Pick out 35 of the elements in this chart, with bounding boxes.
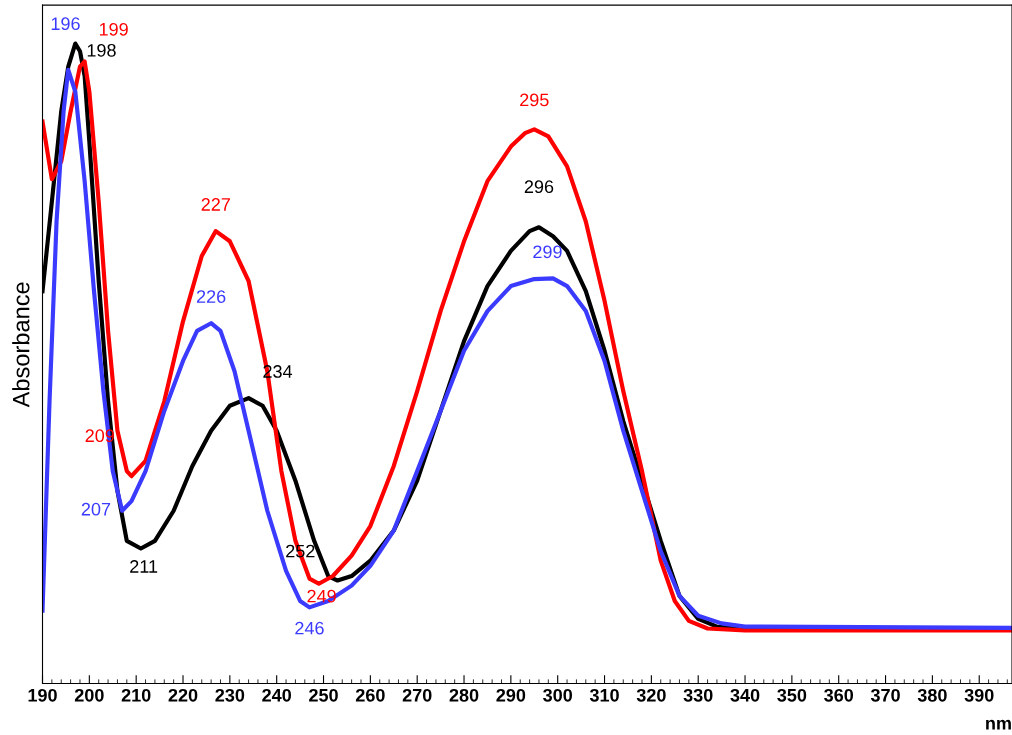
x-tick-label: 230 xyxy=(215,688,245,702)
annotation: 226 xyxy=(196,290,226,303)
x-tick-label: 340 xyxy=(730,688,760,702)
annotation: 199 xyxy=(99,22,128,36)
x-tick-label: 250 xyxy=(309,688,338,702)
annotation: 211 xyxy=(130,560,158,573)
x-tick-label: 270 xyxy=(402,688,432,702)
x-tick-label: 360 xyxy=(824,688,854,702)
x-tick-label: 320 xyxy=(636,688,666,702)
x-axis-title: nm xyxy=(986,719,1011,730)
annotation: 246 xyxy=(295,621,324,635)
x-tick-label: 220 xyxy=(168,688,198,702)
x-tick-label: 330 xyxy=(683,688,713,702)
x-tick-label: 280 xyxy=(449,688,479,702)
annotation: 198 xyxy=(87,43,116,57)
annotation: 295 xyxy=(520,93,549,107)
x-tick-label: 310 xyxy=(589,688,619,702)
y-axis-title: Absorbance xyxy=(12,282,30,408)
x-tick-label: 200 xyxy=(74,688,104,702)
x-tick-label: 350 xyxy=(777,688,807,702)
x-tick-label: 370 xyxy=(870,688,900,702)
x-tick-label: 260 xyxy=(355,688,385,702)
x-tick-label: 190 xyxy=(28,688,57,702)
x-tick-label: 380 xyxy=(917,688,947,702)
annotation: 296 xyxy=(524,180,554,194)
x-tick-label: 300 xyxy=(543,688,573,702)
annotation: 227 xyxy=(201,198,230,211)
x-tick-label: 390 xyxy=(964,688,994,702)
x-tick-label: 290 xyxy=(496,688,526,702)
annotation: 196 xyxy=(51,17,80,31)
x-tick-label: 210 xyxy=(121,688,151,702)
annotation: 207 xyxy=(81,502,111,516)
annotation: 299 xyxy=(533,245,562,259)
x-tick-label: 240 xyxy=(262,688,292,702)
annotation: 249 xyxy=(307,589,336,603)
